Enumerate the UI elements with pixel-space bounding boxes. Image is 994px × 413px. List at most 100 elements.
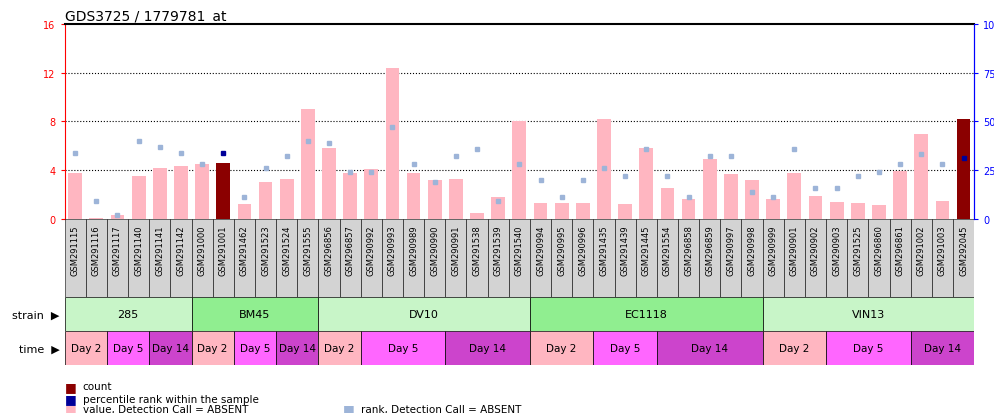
Text: rank, Detection Call = ABSENT: rank, Detection Call = ABSENT	[361, 404, 521, 413]
Bar	[573, 219, 593, 298]
Bar	[530, 298, 762, 332]
Bar	[361, 219, 382, 298]
Text: value, Detection Call = ABSENT: value, Detection Call = ABSENT	[83, 404, 248, 413]
Text: Day 2: Day 2	[547, 344, 577, 354]
Text: GSM290989: GSM290989	[410, 225, 418, 275]
Bar	[85, 219, 107, 298]
Bar	[682, 200, 696, 219]
Bar	[297, 219, 318, 298]
Bar	[513, 122, 526, 219]
Text: Day 2: Day 2	[71, 344, 101, 354]
Bar	[69, 173, 83, 219]
Bar	[382, 219, 403, 298]
Text: GSM296859: GSM296859	[705, 225, 715, 275]
Bar	[365, 169, 378, 219]
Bar	[530, 332, 593, 366]
Bar	[424, 219, 445, 298]
Text: GSM291462: GSM291462	[240, 225, 248, 275]
Text: GSM296861: GSM296861	[896, 225, 905, 275]
Bar	[872, 206, 886, 219]
Bar	[576, 204, 589, 219]
Bar	[956, 120, 970, 219]
Bar	[657, 332, 762, 366]
Text: GSM290901: GSM290901	[790, 225, 799, 275]
Text: Day 14: Day 14	[152, 344, 189, 354]
Text: 285: 285	[117, 310, 139, 320]
Bar	[805, 219, 826, 298]
Text: time  ▶: time ▶	[19, 344, 60, 354]
Text: GSM291555: GSM291555	[303, 225, 312, 275]
Text: BM45: BM45	[240, 310, 270, 320]
Bar	[276, 219, 297, 298]
Text: ■: ■	[65, 402, 77, 413]
Bar	[869, 219, 890, 298]
Bar	[128, 219, 149, 298]
Bar	[699, 219, 721, 298]
Bar	[488, 219, 509, 298]
Bar	[783, 219, 805, 298]
Text: GSM296856: GSM296856	[324, 225, 334, 275]
Bar	[593, 219, 614, 298]
Text: GSM296860: GSM296860	[875, 225, 884, 275]
Bar	[953, 219, 974, 298]
Text: GSM291003: GSM291003	[938, 225, 947, 275]
Bar	[618, 205, 632, 219]
Bar	[762, 332, 826, 366]
Bar	[808, 196, 822, 219]
Text: Day 14: Day 14	[691, 344, 729, 354]
Bar	[593, 332, 657, 366]
Bar	[153, 168, 167, 219]
Text: GSM290997: GSM290997	[727, 225, 736, 275]
Bar	[657, 219, 678, 298]
Bar	[192, 219, 213, 298]
Bar	[724, 174, 738, 219]
Bar	[935, 201, 949, 219]
Bar	[234, 332, 276, 366]
Text: GSM291001: GSM291001	[219, 225, 228, 275]
Text: GSM291538: GSM291538	[472, 225, 481, 275]
Text: GSM291540: GSM291540	[515, 225, 524, 275]
Bar	[217, 164, 231, 219]
Bar	[174, 167, 188, 219]
Text: GSM296857: GSM296857	[346, 225, 355, 275]
Bar	[258, 183, 272, 219]
Text: GSM290998: GSM290998	[747, 225, 756, 275]
Bar	[678, 219, 699, 298]
Bar	[830, 202, 844, 219]
Bar	[703, 160, 717, 219]
Bar	[132, 177, 145, 219]
Bar	[661, 189, 674, 219]
Bar	[276, 332, 318, 366]
Bar	[746, 180, 758, 219]
Text: Day 14: Day 14	[469, 344, 506, 354]
Bar	[847, 219, 869, 298]
Bar	[445, 219, 466, 298]
Bar	[107, 332, 149, 366]
Text: GSM291140: GSM291140	[134, 225, 143, 275]
Bar	[170, 219, 192, 298]
Bar	[403, 219, 424, 298]
Text: GSM291524: GSM291524	[282, 225, 291, 275]
Text: GSM290999: GSM290999	[768, 225, 777, 275]
Bar	[255, 219, 276, 298]
Text: Day 2: Day 2	[324, 344, 355, 354]
Text: Day 5: Day 5	[240, 344, 270, 354]
Bar	[762, 219, 783, 298]
Bar	[766, 200, 780, 219]
Bar	[195, 165, 209, 219]
Bar	[597, 120, 611, 219]
Bar	[914, 134, 928, 219]
Text: GSM291115: GSM291115	[71, 225, 80, 275]
Text: GSM290903: GSM290903	[832, 225, 841, 275]
Bar	[911, 332, 974, 366]
Bar	[826, 219, 847, 298]
Text: GSM290991: GSM290991	[451, 225, 460, 275]
Text: GSM291002: GSM291002	[916, 225, 925, 275]
Text: GSM290993: GSM290993	[388, 225, 397, 275]
Text: Day 5: Day 5	[113, 344, 143, 354]
Text: Day 14: Day 14	[923, 344, 961, 354]
Bar	[787, 173, 801, 219]
Bar	[639, 149, 653, 219]
Bar	[762, 298, 974, 332]
Bar	[721, 219, 742, 298]
